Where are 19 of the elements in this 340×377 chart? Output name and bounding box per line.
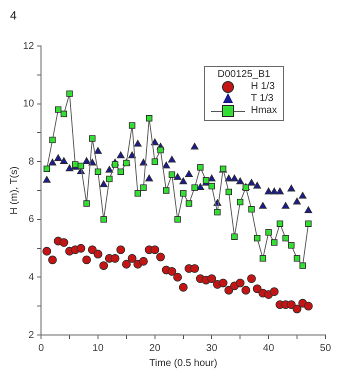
x-tick-label: 10	[92, 342, 104, 354]
x-tick-label: 40	[263, 342, 275, 354]
y-axis-title: H (m), T(s)	[8, 166, 20, 215]
x-tick-label: 50	[320, 342, 332, 354]
y-tick-label: 8	[28, 156, 35, 168]
text: 4	[10, 8, 17, 22]
y-tick-label: 2	[28, 330, 35, 341]
x-axis-title: Time (0.5 hour)	[149, 358, 218, 369]
y-tick-label: 12	[23, 40, 35, 52]
legend-label: H 1/3	[250, 81, 275, 93]
legend-label: T 1/3	[250, 93, 274, 105]
legend-title: D00125_B1	[216, 69, 272, 81]
x-tick-label: 30	[206, 342, 218, 354]
y-tick-label: 6	[28, 214, 35, 226]
legend-label: Hmax	[250, 105, 277, 117]
y-tick-label: 10	[23, 98, 35, 110]
x-tick-label: 20	[149, 342, 161, 354]
x-tick-label: 0	[38, 342, 44, 354]
y-tick-label: 4	[28, 272, 35, 283]
